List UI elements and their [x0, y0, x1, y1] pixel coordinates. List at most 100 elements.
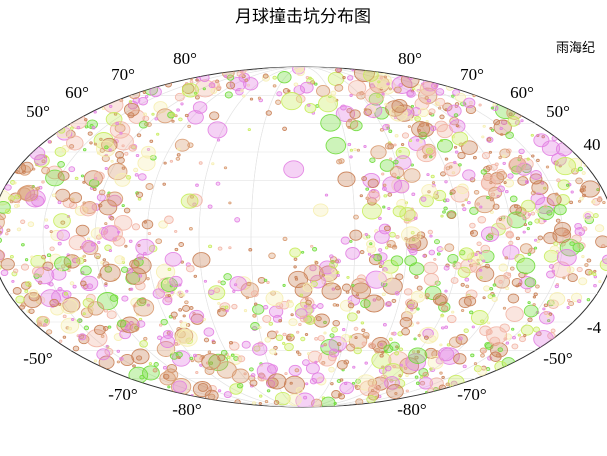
crater [303, 304, 308, 308]
crater [244, 78, 249, 82]
crater [506, 231, 515, 239]
crater [489, 126, 493, 130]
crater [364, 361, 368, 365]
crater [146, 148, 151, 151]
crater [390, 331, 395, 336]
crater [384, 142, 393, 150]
crater [470, 262, 482, 273]
crater [394, 378, 406, 389]
crater [208, 393, 216, 400]
crater [398, 83, 403, 88]
crater [106, 310, 117, 320]
crater [359, 194, 363, 198]
crater [351, 283, 355, 287]
crater [264, 336, 271, 343]
crater [187, 124, 191, 129]
crater [382, 124, 390, 131]
crater [28, 308, 35, 314]
crater [324, 193, 329, 197]
crater [295, 350, 300, 354]
crater [440, 247, 445, 251]
crater [480, 226, 500, 242]
crater [349, 229, 363, 241]
crater [382, 267, 388, 273]
crater [384, 376, 400, 390]
crater [383, 75, 388, 79]
crater [0, 258, 15, 271]
crater [21, 243, 25, 247]
crater [554, 192, 559, 196]
crater [93, 359, 98, 363]
crater [217, 280, 221, 284]
crater [169, 112, 176, 118]
crater [335, 303, 340, 307]
crater [82, 148, 87, 152]
crater [548, 312, 553, 316]
crater [162, 296, 173, 306]
crater [566, 306, 570, 309]
crater [104, 244, 112, 252]
crater [215, 181, 221, 186]
crater [414, 355, 419, 360]
crater [189, 356, 194, 361]
crater [496, 215, 513, 230]
crater [24, 289, 29, 293]
crater [427, 229, 433, 235]
crater [57, 287, 63, 292]
crater [476, 202, 480, 206]
crater [8, 195, 15, 202]
crater [493, 119, 512, 136]
crater [404, 255, 417, 267]
crater [217, 389, 222, 393]
map-title: 月球撞击坑分布图 [235, 7, 371, 27]
crater [359, 250, 365, 255]
crater [223, 391, 232, 399]
crater [194, 95, 200, 100]
crater [311, 372, 325, 384]
crater [333, 401, 337, 405]
crater [381, 92, 385, 96]
crater [136, 320, 146, 328]
crater [373, 253, 383, 262]
crater [353, 326, 359, 331]
crater [107, 194, 122, 207]
crater [299, 315, 308, 323]
crater [85, 306, 94, 314]
crater [171, 119, 175, 123]
crater [36, 186, 40, 190]
crater [390, 255, 404, 267]
crater [192, 252, 211, 268]
crater [170, 349, 175, 354]
crater [482, 350, 486, 354]
crater [349, 109, 361, 120]
crater [540, 181, 545, 185]
crater [216, 85, 222, 90]
crater [87, 131, 93, 136]
crater [44, 218, 49, 222]
crater [440, 214, 444, 218]
crater [264, 400, 269, 404]
crater [44, 224, 49, 229]
crater [294, 277, 299, 281]
crater [30, 254, 46, 269]
crater [413, 216, 418, 220]
crater [223, 273, 232, 281]
crater [16, 200, 21, 204]
crater [566, 266, 575, 274]
crater [223, 74, 228, 78]
crater [153, 362, 159, 367]
crater [41, 166, 51, 175]
crater [162, 365, 168, 370]
crater [311, 304, 317, 309]
crater [521, 199, 536, 213]
crater [84, 118, 88, 122]
crater [178, 242, 185, 247]
crater [382, 323, 387, 327]
crater [458, 247, 475, 261]
crater [272, 314, 283, 323]
crater [216, 361, 237, 379]
crater [368, 384, 381, 395]
crater [409, 262, 425, 276]
crater [366, 395, 376, 404]
crater [416, 321, 420, 325]
